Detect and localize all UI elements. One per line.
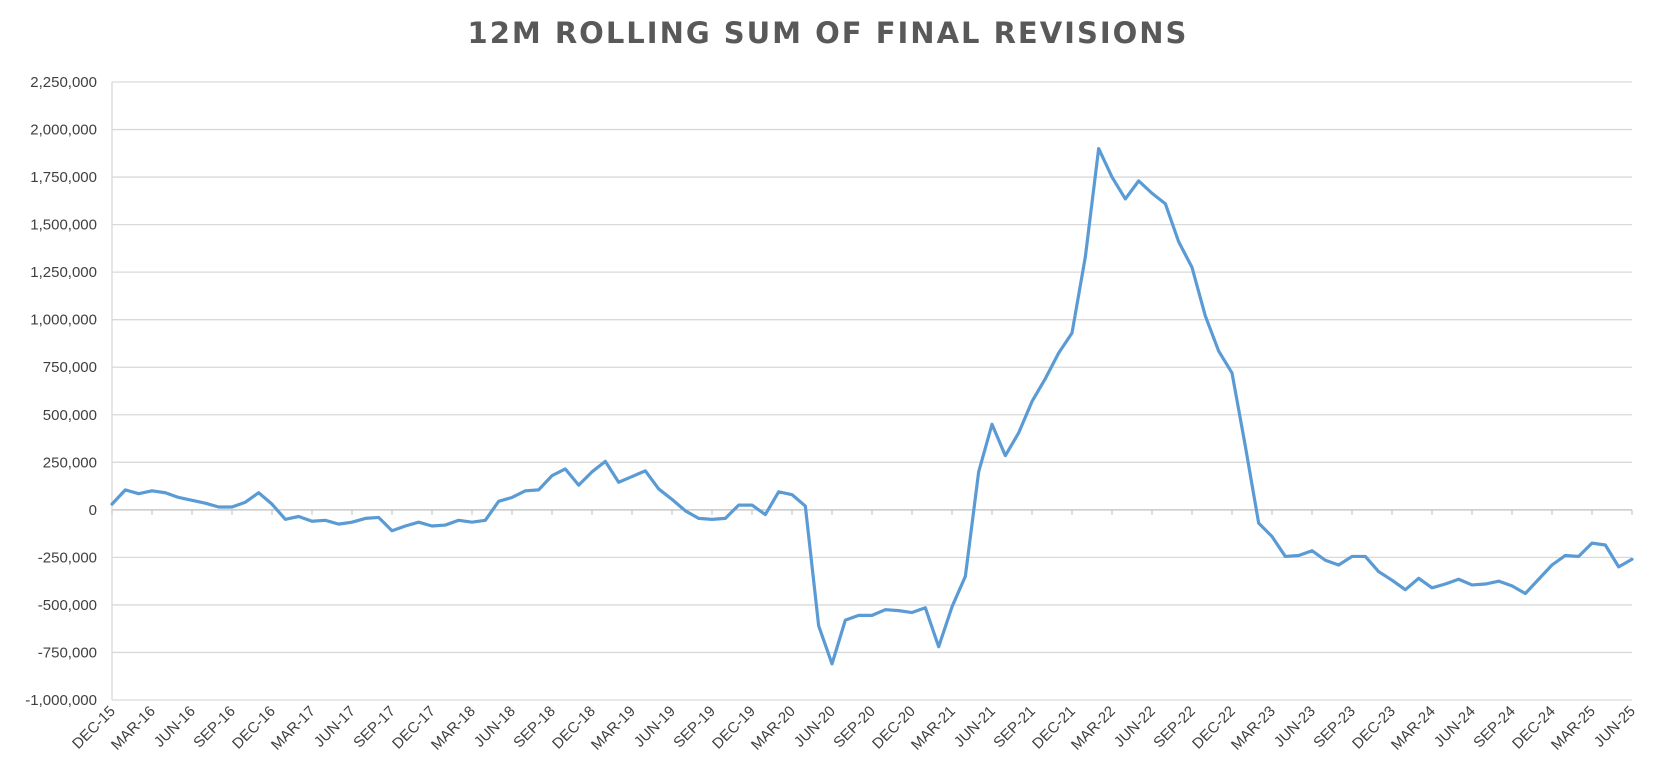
y-tick-label: -500,000: [38, 597, 97, 614]
y-tick-label: 1,000,000: [30, 312, 97, 329]
x-tick-label: JUN-16: [151, 703, 199, 751]
x-tick-label: MAR-24: [1388, 703, 1439, 754]
y-tick-label: 1,250,000: [30, 264, 97, 281]
x-tick-label: JUN-19: [631, 703, 679, 751]
series-layer: [110, 146, 1634, 666]
y-tick-label: -250,000: [38, 549, 97, 566]
y-tick-label: 750,000: [43, 359, 97, 376]
y-tick-label: 1,500,000: [30, 217, 97, 234]
y-tick-label: 250,000: [43, 454, 97, 471]
y-tick-label: 2,000,000: [30, 122, 97, 139]
x-tick-label: MAR-22: [1068, 703, 1119, 754]
x-tick-label: JUN-21: [951, 703, 999, 751]
chart-title: 12M ROLLING SUM OF FINAL REVISIONS: [467, 16, 1189, 50]
x-tick-label: JUN-23: [1271, 703, 1319, 751]
x-axis: DEC-15MAR-16JUN-16SEP-16DEC-16MAR-17JUN-…: [69, 509, 1639, 754]
y-tick-label: 0: [89, 502, 97, 519]
y-tick-label: -750,000: [38, 644, 97, 661]
x-tick-label: MAR-25: [1548, 703, 1599, 754]
x-tick-label: MAR-17: [268, 703, 319, 754]
gridlines: [111, 81, 1632, 701]
y-tick-label: 2,250,000: [30, 74, 97, 91]
x-tick-label: JUN-22: [1111, 703, 1159, 751]
y-tick-label: 1,750,000: [30, 169, 97, 186]
x-tick-label: MAR-18: [428, 703, 479, 754]
y-tick-label: 500,000: [43, 407, 97, 424]
x-tick-label: MAR-16: [108, 703, 159, 754]
x-tick-label: JUN-17: [311, 703, 359, 751]
x-tick-label: JUN-24: [1431, 703, 1479, 751]
x-tick-label: JUN-25: [1591, 703, 1639, 751]
x-tick-label: MAR-19: [588, 703, 639, 754]
x-tick-label: JUN-20: [791, 703, 839, 751]
x-tick-label: JUN-18: [471, 703, 519, 751]
y-axis: 2,250,000 2,000,000 1,750,000 1,500,000 1,25…: [25, 74, 97, 709]
x-tick-label: MAR-23: [1228, 703, 1279, 754]
series-line: [110, 146, 1634, 666]
y-tick-label: -1,000,000: [25, 692, 97, 709]
x-tick-label: MAR-21: [908, 703, 959, 754]
x-tick-label: MAR-20: [748, 703, 799, 754]
